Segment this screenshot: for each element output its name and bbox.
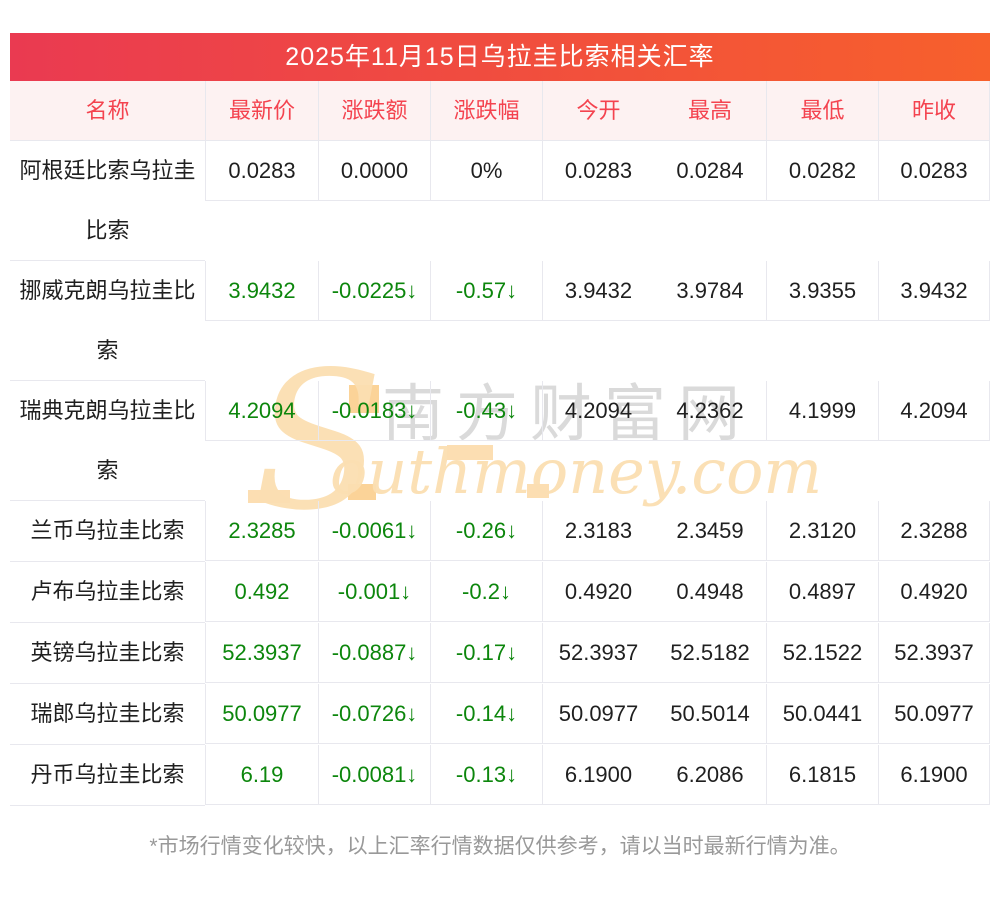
cell-prev-close: 0.0283 (878, 141, 990, 201)
cell-latest: 50.0977 (205, 684, 318, 744)
cell-low: 6.1815 (766, 745, 878, 805)
cell-high: 2.3459 (654, 501, 766, 561)
cell-open: 3.9432 (542, 261, 654, 321)
cell-change-pct: 0% (430, 141, 542, 201)
column-header-change: 涨跌额 (318, 81, 430, 140)
cell-high: 0.0284 (654, 141, 766, 201)
rates-table: 名称 最新价 涨跌额 涨跌幅 今开 最高 最低 昨收 阿根廷比索乌拉圭比索 0.0… (10, 81, 990, 806)
cell-low: 52.1522 (766, 623, 878, 683)
footnote: *市场行情变化较快，以上汇率行情数据仅供参考，请以当时最新行情为准。 (149, 835, 851, 858)
cell-low: 2.3120 (766, 501, 878, 561)
cell-change: -0.0061↓ (318, 501, 430, 561)
table-row: 瑞郎乌拉圭比索 50.0977 -0.0726↓ -0.14↓ 50.0977 50.50… (10, 684, 990, 745)
cell-prev-close: 3.9432 (878, 261, 990, 321)
cell-change: -0.0887↓ (318, 623, 430, 683)
cell-change-pct: -0.17↓ (430, 623, 542, 683)
table-row: 兰币乌拉圭比索 2.3285 -0.0061↓ -0.26↓ 2.3183 2.3459 2… (10, 501, 990, 562)
column-header-high: 最高 (687, 98, 732, 123)
cell-low: 50.0441 (766, 684, 878, 744)
cell-high: 6.2086 (654, 745, 766, 805)
cell-change: -0.0081↓ (318, 745, 430, 805)
cell-high: 50.5014 (654, 684, 766, 744)
column-header-change-pct: 涨跌幅 (430, 81, 542, 140)
cell-prev-close: 4.2094 (878, 381, 990, 441)
cell-change: -0.001↓ (318, 562, 430, 622)
cell-change-pct: -0.43↓ (430, 381, 542, 441)
cell-change-pct: -0.13↓ (430, 745, 542, 805)
exchange-rate-page: S 南方财富网 outhmoney.com 2025年11月15日乌拉圭比索相关… (10, 33, 990, 860)
cell-high: 52.5182 (654, 623, 766, 683)
cell-latest: 0.492 (205, 562, 318, 622)
table-header-row: 名称 最新价 涨跌额 涨跌幅 今开 最高 最低 昨收 (10, 81, 990, 141)
row-spacer (205, 441, 990, 501)
row-name: 兰币乌拉圭比索 (10, 501, 205, 562)
cell-change-pct: -0.14↓ (430, 684, 542, 744)
column-header-low: 最低 (766, 81, 878, 140)
cell-change-pct: -0.26↓ (430, 501, 542, 561)
column-header-prev-close: 昨收 (878, 81, 990, 140)
row-name: 英镑乌拉圭比索 (10, 623, 205, 684)
row-name: 挪威克朗乌拉圭比索 (10, 261, 205, 381)
cell-latest: 52.3937 (205, 623, 318, 683)
row-spacer (205, 201, 990, 261)
cell-prev-close: 2.3288 (878, 501, 990, 561)
cell-latest: 0.0283 (205, 141, 318, 201)
cell-prev-close: 52.3937 (878, 623, 990, 683)
cell-open: 0.0283 (542, 141, 654, 201)
table-body: 阿根廷比索乌拉圭比索 0.0283 0.0000 0% 0.0283 0.0284 0.02… (10, 141, 990, 806)
row-name: 瑞郎乌拉圭比索 (10, 684, 205, 745)
cell-low: 0.4897 (766, 562, 878, 622)
cell-change: -0.0726↓ (318, 684, 430, 744)
table-row: 挪威克朗乌拉圭比索 3.9432 -0.0225↓ -0.57↓ 3.9432 3.978… (10, 261, 990, 381)
cell-prev-close: 50.0977 (878, 684, 990, 744)
cell-change: -0.0183↓ (318, 381, 430, 441)
cell-high: 3.9784 (654, 261, 766, 321)
cell-open: 50.0977 (542, 684, 654, 744)
cell-low: 4.1999 (766, 381, 878, 441)
cell-change-pct: -0.57↓ (430, 261, 542, 321)
row-name: 阿根廷比索乌拉圭比索 (10, 141, 205, 261)
cell-latest: 4.2094 (205, 381, 318, 441)
row-spacer (205, 321, 990, 381)
cell-change: 0.0000 (318, 141, 430, 201)
row-name: 瑞典克朗乌拉圭比索 (10, 381, 205, 501)
cell-latest: 2.3285 (205, 501, 318, 561)
cell-open: 0.4920 (542, 562, 654, 622)
column-header-latest: 最新价 (205, 81, 318, 140)
cell-open: 52.3937 (542, 623, 654, 683)
cell-change: -0.0225↓ (318, 261, 430, 321)
cell-open: 6.1900 (542, 745, 654, 805)
cell-open: 4.2094 (542, 381, 654, 441)
cell-latest: 3.9432 (205, 261, 318, 321)
page-title: 2025年11月15日乌拉圭比索相关汇率 (10, 33, 990, 81)
column-header-name: 名称 (85, 98, 130, 123)
cell-prev-close: 6.1900 (878, 745, 990, 805)
cell-high: 4.2362 (654, 381, 766, 441)
table-row: 卢布乌拉圭比索 0.492 -0.001↓ -0.2↓ 0.4920 0.4948 0.48… (10, 562, 990, 623)
table-row: 瑞典克朗乌拉圭比索 4.2094 -0.0183↓ -0.43↓ 4.2094 4.236… (10, 381, 990, 501)
table-row: 阿根廷比索乌拉圭比索 0.0283 0.0000 0% 0.0283 0.0284 0.02… (10, 141, 990, 261)
cell-high: 0.4948 (654, 562, 766, 622)
cell-change-pct: -0.2↓ (430, 562, 542, 622)
cell-open: 2.3183 (542, 501, 654, 561)
cell-latest: 6.19 (205, 745, 318, 805)
column-header-open: 今开 (542, 81, 654, 140)
cell-prev-close: 0.4920 (878, 562, 990, 622)
table-row: 丹币乌拉圭比索 6.19 -0.0081↓ -0.13↓ 6.1900 6.2086 6.1… (10, 745, 990, 806)
cell-low: 0.0282 (766, 141, 878, 201)
row-name: 丹币乌拉圭比索 (10, 745, 205, 806)
table-row: 英镑乌拉圭比索 52.3937 -0.0887↓ -0.17↓ 52.3937 52.51… (10, 623, 990, 684)
row-name: 卢布乌拉圭比索 (10, 562, 205, 623)
cell-low: 3.9355 (766, 261, 878, 321)
